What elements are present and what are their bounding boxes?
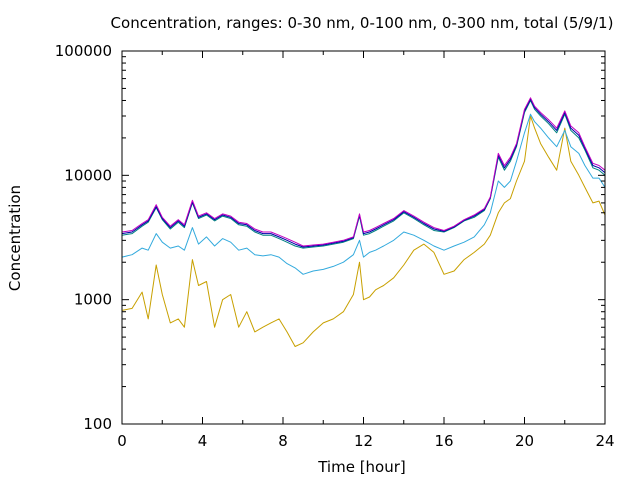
series-layer [121,97,606,347]
series-line-1 [121,115,606,347]
x-tick-label: 0 [117,432,127,450]
ticks-layer: 0 4 8 12 16 20 24 100 1000 10000 100000 [55,42,615,450]
x-tick-label: 4 [198,432,208,450]
x-tick-label: 12 [354,432,373,450]
y-tick-label: 100000 [55,42,112,60]
x-tick-label: 24 [595,432,614,450]
y-tick-label: 10000 [64,166,112,184]
plot-frame [121,50,606,425]
y-axis-label: Concentration [6,185,24,291]
series-line-3 [121,100,606,249]
series-line-5 [121,97,606,247]
y-tick-label: 1000 [74,291,112,309]
chart-title: Concentration, ranges: 0-30 nm, 0-100 nm… [111,14,614,32]
x-tick-label: 16 [434,432,453,450]
series-line-4 [121,98,606,248]
x-tick-label: 20 [515,432,534,450]
x-axis-label: Time [hour] [317,458,406,476]
series-line-2 [121,113,606,275]
x-tick-label: 8 [278,432,288,450]
y-tick-label: 100 [83,415,112,433]
